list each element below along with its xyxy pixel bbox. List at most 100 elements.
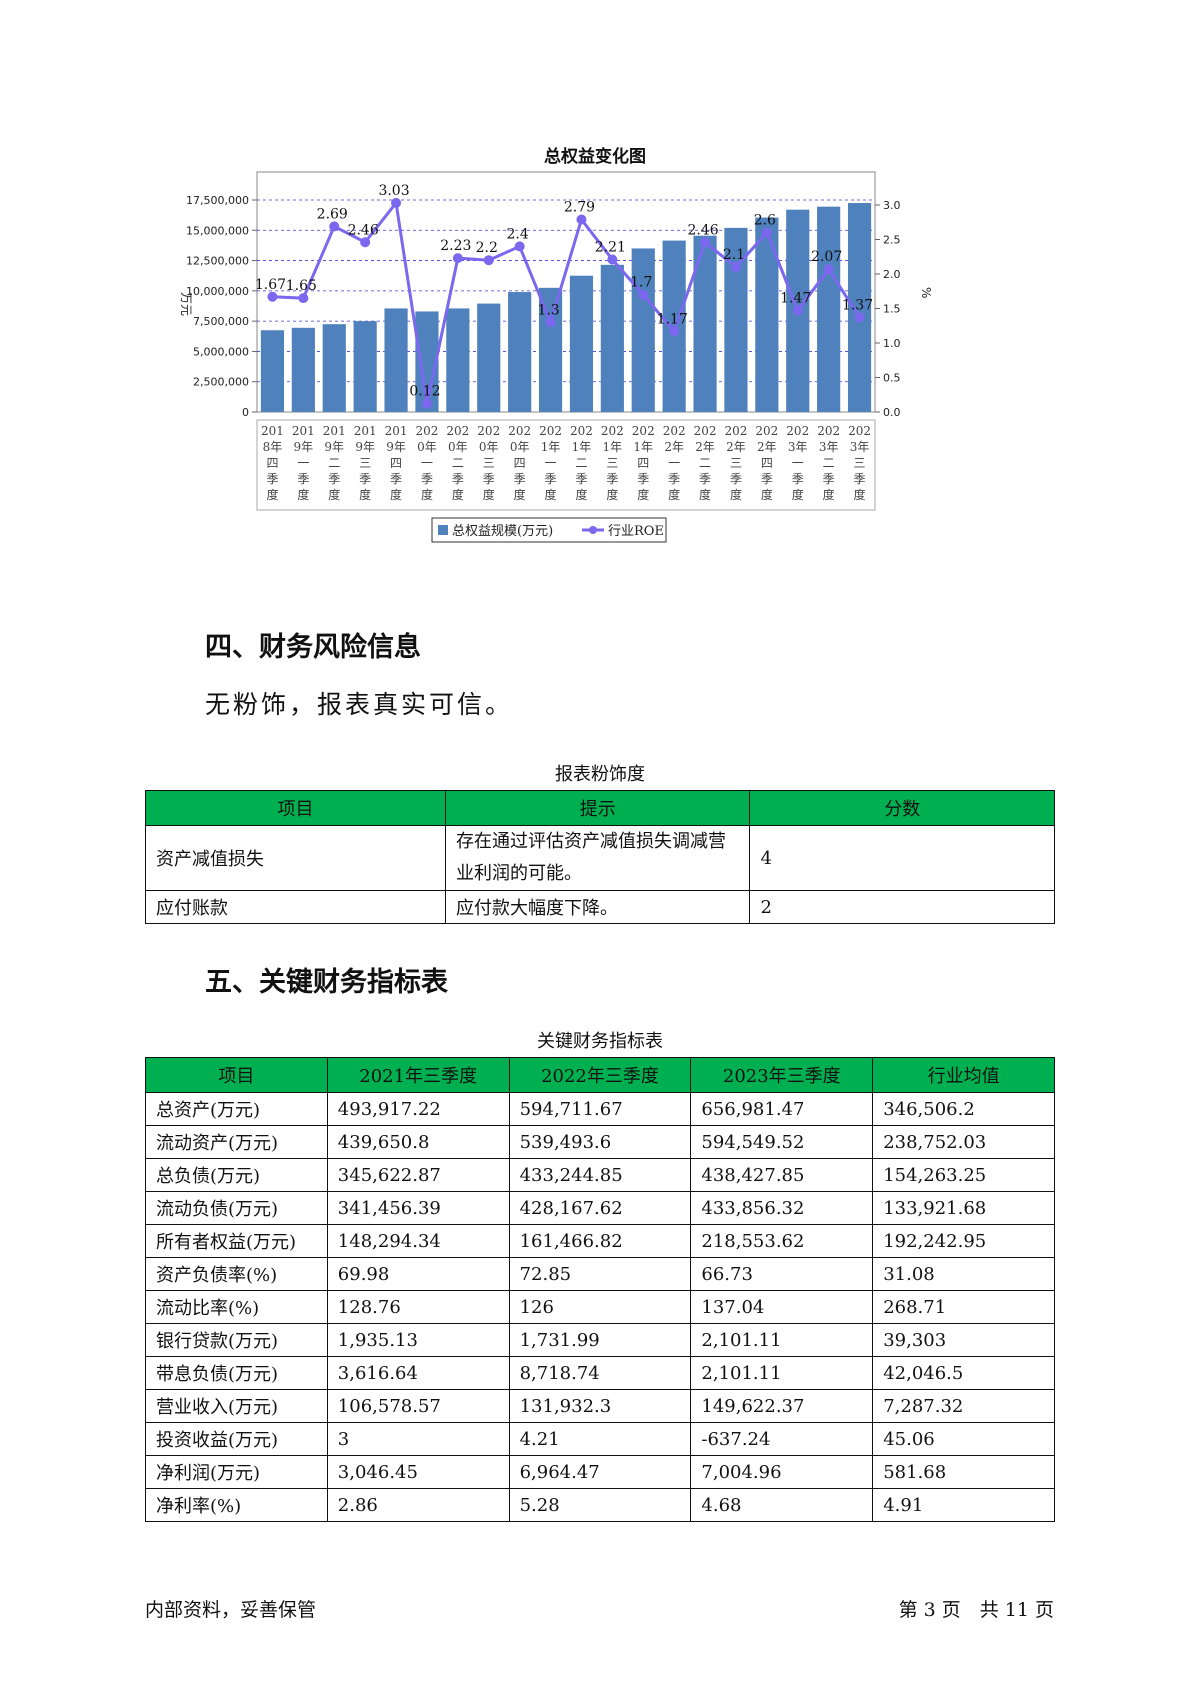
- kpi-row-label: 净利率(%): [145, 1488, 328, 1522]
- roe-point: [298, 293, 309, 304]
- x-tick-label: 202 1年三季度: [601, 424, 624, 502]
- roe-data-label: 2.23: [440, 238, 471, 254]
- bar: [817, 206, 841, 412]
- table-row: 银行贷款(万元) 1,935.13 1,731.99 2,101.11 39,303: [145, 1323, 1055, 1357]
- roe-data-label: 2.4: [507, 226, 529, 242]
- bar: [724, 227, 748, 412]
- risk-header-item: 项目: [145, 790, 446, 826]
- roe-data-label: 1.7: [630, 275, 652, 291]
- kpi-cell: 6,964.47: [508, 1455, 692, 1489]
- roe-data-label: 1.65: [286, 278, 317, 294]
- kpi-row-label: 资产负债率(%): [145, 1257, 328, 1291]
- y-tick-label: 15,000,000: [186, 224, 249, 237]
- legend-line-label: 行业ROE: [608, 524, 664, 539]
- y2-tick-label: 0.0: [883, 406, 901, 419]
- table-row: 所有者权益(万元) 148,294.34 161,466.82 218,553.62 1…: [145, 1224, 1055, 1258]
- y-tick-label: 12,500,000: [186, 255, 249, 268]
- y2-tick-label: 0.5: [883, 372, 901, 385]
- risk-cell-score: 4: [749, 825, 1055, 891]
- table-row: 净利润(万元) 3,046.45 6,964.47 7,004.96 581.68: [145, 1455, 1055, 1489]
- legend-line-marker: [589, 526, 597, 534]
- x-axis-band: [256, 419, 876, 511]
- roe-data-label: 1.47: [780, 291, 811, 307]
- kpi-row-label: 总负债(万元): [145, 1158, 328, 1192]
- risk-cell-score: 2: [749, 890, 1055, 924]
- x-tick-label: 202 2年二季度: [694, 424, 717, 502]
- kpi-cell: 154,263.25: [872, 1158, 1055, 1192]
- kpi-cell: 7,287.32: [872, 1389, 1055, 1423]
- bar: [755, 217, 779, 412]
- roe-point: [360, 237, 371, 248]
- bar: [291, 327, 315, 412]
- roe-point: [391, 197, 402, 208]
- kpi-cell: 131,932.3: [508, 1389, 692, 1423]
- kpi-cell: 439,650.8: [326, 1125, 510, 1159]
- kpi-cell: 438,427.85: [690, 1158, 874, 1192]
- kpi-cell: 238,752.03: [872, 1125, 1055, 1159]
- roe-data-label: 2.2: [476, 240, 498, 256]
- kpi-cell: 345,622.87: [326, 1158, 510, 1192]
- roe-data-label: 2.79: [564, 199, 595, 215]
- kpi-cell: 3,046.45: [326, 1455, 510, 1489]
- y-tick-label: 2,500,000: [193, 376, 249, 389]
- footer-confidential: 内部资料，妥善保管: [145, 1599, 317, 1621]
- legend-box: [431, 517, 667, 543]
- kpi-cell: 126: [508, 1290, 692, 1324]
- kpi-cell: 149,622.37: [690, 1389, 874, 1423]
- bar: [384, 308, 408, 412]
- kpi-header: 2023年三季度: [690, 1057, 874, 1093]
- kpi-cell: 39,303: [872, 1323, 1055, 1357]
- kpi-cell: 72.85: [508, 1257, 692, 1291]
- kpi-cell: 433,244.85: [508, 1158, 692, 1192]
- roe-data-label: 2.69: [317, 206, 348, 222]
- section4-heading: 四、财务风险信息: [205, 632, 421, 663]
- kpi-cell: 69.98: [326, 1257, 510, 1291]
- roe-point: [576, 214, 587, 225]
- bar: [693, 235, 717, 412]
- y-tick-label: 0: [242, 406, 249, 419]
- x-tick-label: 201 8年四季度: [261, 424, 284, 502]
- bar: [322, 324, 346, 412]
- table-row: 流动资产(万元) 439,650.8 539,493.6 594,549.52 238,…: [145, 1125, 1055, 1159]
- risk-header-hint: 提示: [444, 790, 751, 826]
- kpi-row-label: 流动负债(万元): [145, 1191, 328, 1225]
- roe-point: [730, 262, 741, 273]
- chart-title: 总权益变化图: [544, 147, 646, 167]
- bar: [415, 311, 439, 412]
- x-tick-label: 202 3年三季度: [848, 424, 871, 502]
- kpi-header: 2021年三季度: [326, 1057, 510, 1093]
- risk-cell-item: 资产减值损失: [145, 825, 446, 891]
- kpi-row-label: 投资收益(万元): [145, 1422, 328, 1456]
- kpi-cell: 656,981.47: [690, 1092, 874, 1126]
- section5-heading: 五、关键财务指标表: [205, 967, 448, 998]
- kpi-cell: 42,046.5: [872, 1356, 1055, 1390]
- kpi-cell: 45.06: [872, 1422, 1055, 1456]
- x-tick-label: 202 0年一季度: [415, 424, 438, 502]
- legend-bar-label: 总权益规模(万元): [452, 523, 553, 539]
- bar: [477, 303, 501, 412]
- bar: [600, 264, 624, 412]
- section4-text: 无粉饰，报表真实可信。: [205, 690, 514, 719]
- roe-data-label: 2.07: [811, 249, 842, 265]
- kpi-cell: 2,101.11: [690, 1323, 874, 1357]
- y2-tick-label: 2.0: [883, 268, 901, 281]
- kpi-cell: -637.24: [690, 1422, 874, 1456]
- risk-cell-hint: 应付款大幅度下降。: [444, 890, 751, 924]
- kpi-cell: 1,935.13: [326, 1323, 510, 1357]
- bar: [569, 275, 594, 412]
- risk-header-score: 分数: [749, 790, 1055, 826]
- risk-cell-hint: 存在通过评估资产减值损失调减营业利润的可能。: [444, 825, 751, 891]
- risk-cell-item: 应付账款: [145, 890, 446, 924]
- kpi-row-label: 带息负债(万元): [145, 1356, 328, 1390]
- bar: [508, 292, 532, 412]
- x-tick-label: 202 2年四季度: [755, 424, 778, 502]
- bar: [260, 330, 285, 412]
- kpi-cell: 4.21: [508, 1422, 692, 1456]
- roe-data-label: 3.03: [378, 183, 409, 199]
- kpi-cell: 594,711.67: [508, 1092, 692, 1126]
- kpi-cell: 341,456.39: [326, 1191, 510, 1225]
- y-tick-label: 17,500,000: [186, 194, 249, 207]
- kpi-cell: 31.08: [872, 1257, 1055, 1291]
- x-tick-label: 201 9年二季度: [323, 424, 346, 502]
- y-tick-label: 7,500,000: [193, 315, 249, 328]
